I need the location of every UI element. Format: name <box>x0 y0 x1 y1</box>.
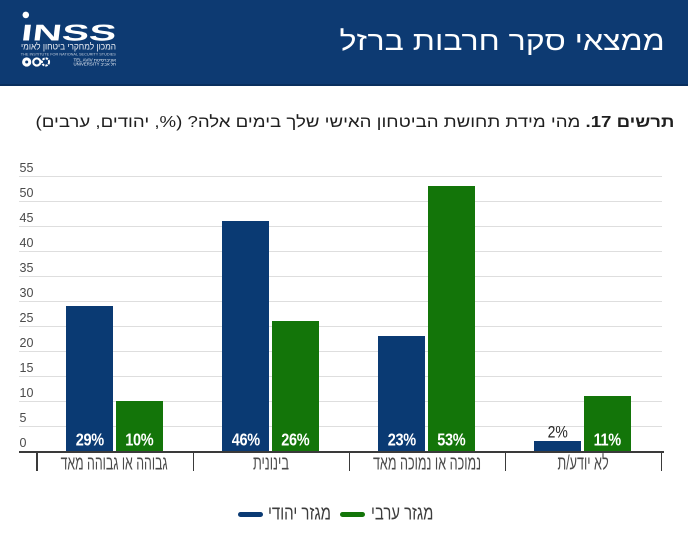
svg-text:UNIVERSITY תל אביב: UNIVERSITY תל אביב <box>74 61 117 66</box>
svg-text:TEL AVIV אוניברסיטת: TEL AVIV אוניברסיטת <box>74 57 117 62</box>
svg-text:THE INSTITUTE FOR NATIONAL SEC: THE INSTITUTE FOR NATIONAL SECURITY STUD… <box>21 51 116 56</box>
svg-text:INSS: INSS <box>20 20 118 46</box>
svg-text:המכון למחקרי ביטחון לאומי: המכון למחקרי ביטחון לאומי <box>21 41 116 53</box>
